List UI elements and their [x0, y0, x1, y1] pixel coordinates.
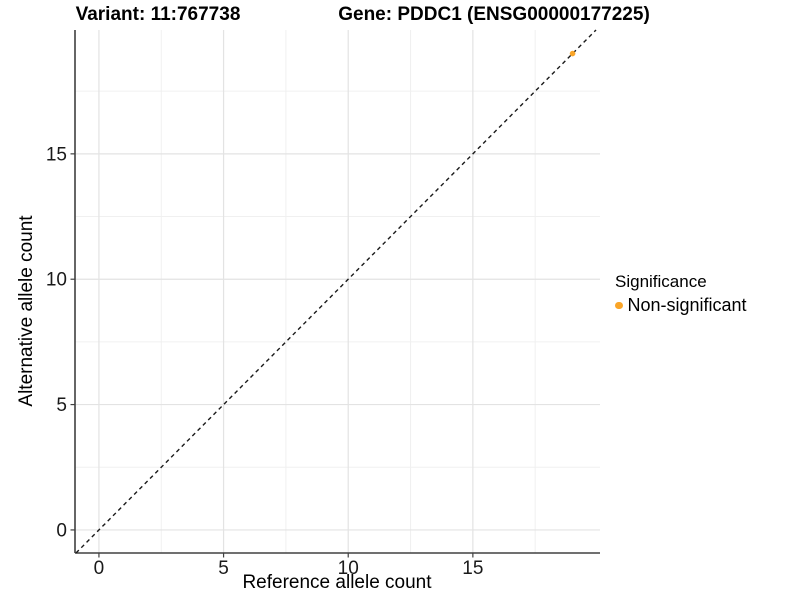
plot-title-gene: Gene: PDDC1 (ENSG00000177225)	[338, 4, 650, 25]
y-tick-label: 0	[56, 520, 67, 541]
plot-title-variant: Variant: 11:767738	[75, 4, 241, 25]
data-point	[569, 50, 576, 57]
x-axis-label: Reference allele count	[242, 572, 432, 593]
legend-item: Non-significant	[615, 295, 747, 316]
y-tick-label: 15	[46, 144, 67, 165]
x-tick-label: 15	[462, 558, 483, 579]
legend: Significance Non-significant	[615, 272, 747, 316]
legend-title: Significance	[615, 272, 707, 291]
identity-line	[75, 29, 597, 554]
x-tick-label: 10	[338, 558, 359, 579]
y-axis-label: Alternative allele count	[16, 215, 37, 407]
y-tick-label: 5	[56, 395, 67, 416]
legend-item-label: Non-significant	[627, 295, 747, 315]
legend-key-dot-icon	[615, 301, 623, 310]
x-tick-label: 5	[218, 558, 229, 579]
y-tick-label: 10	[46, 270, 67, 291]
x-tick-label: 0	[94, 558, 105, 579]
